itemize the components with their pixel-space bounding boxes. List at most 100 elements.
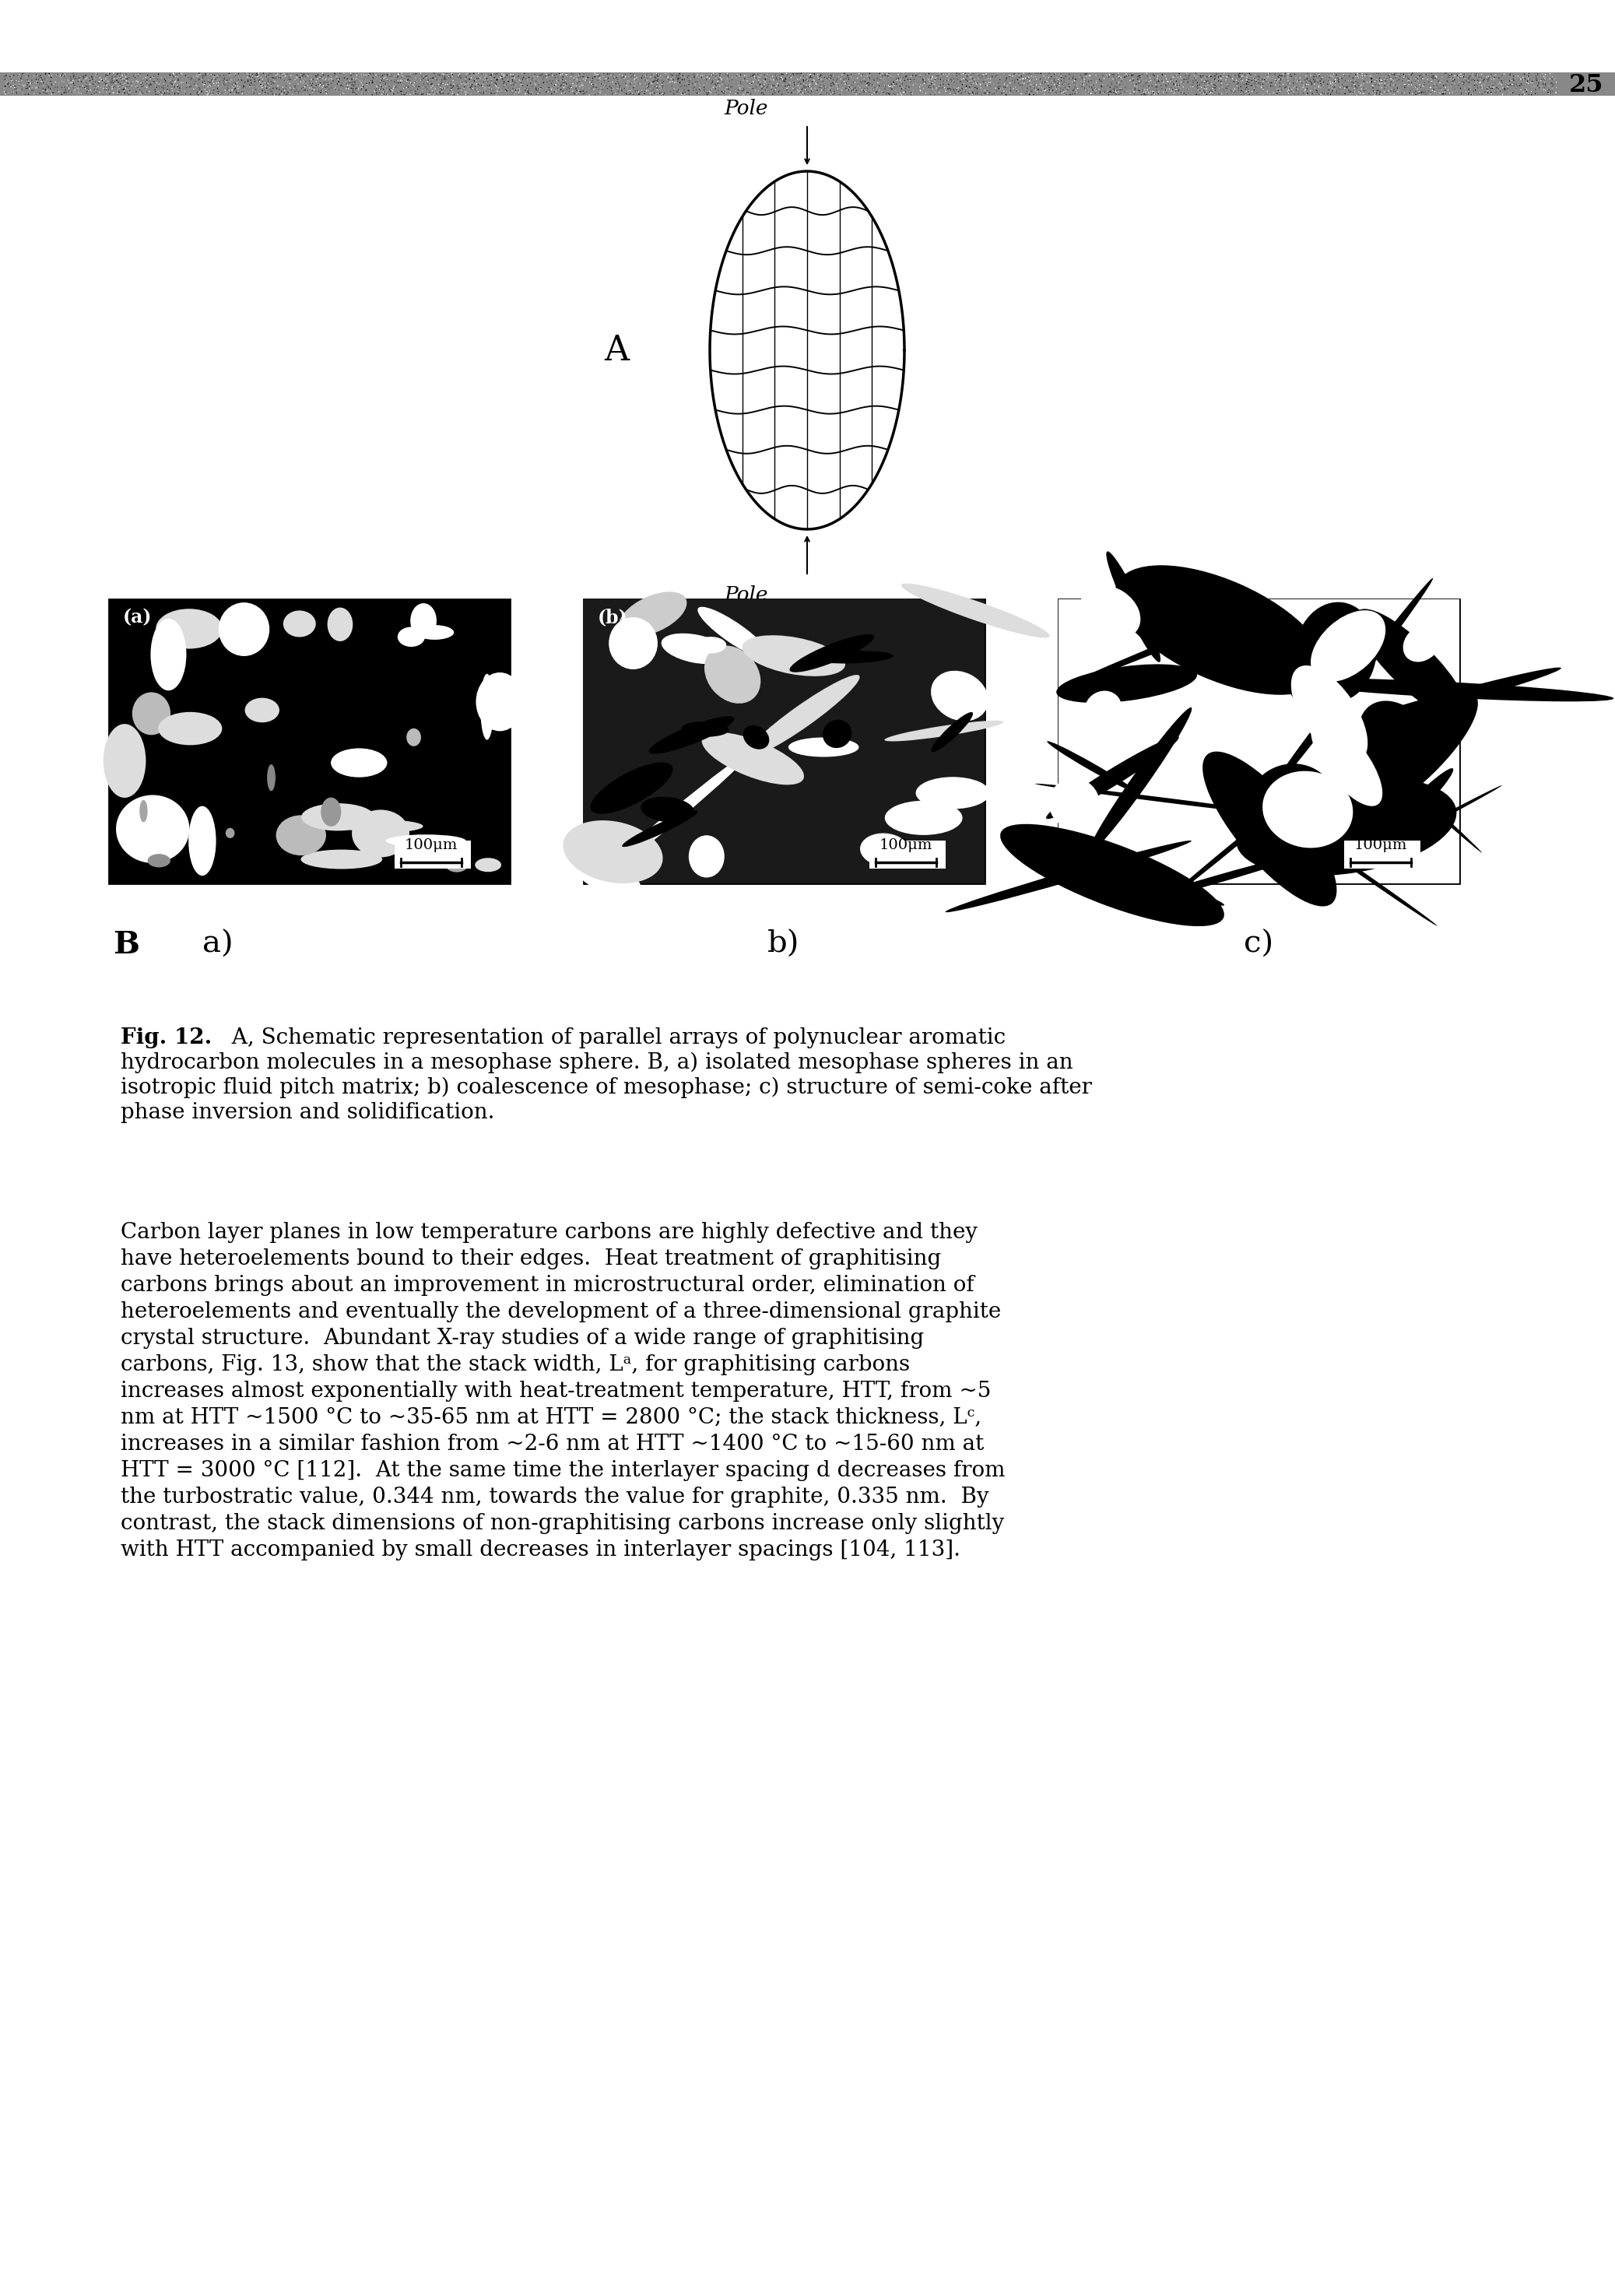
Point <box>1032 71 1058 108</box>
Point <box>45 73 71 110</box>
Point <box>1053 76 1079 113</box>
Point <box>559 55 585 92</box>
Point <box>192 67 218 103</box>
Ellipse shape <box>1047 742 1135 792</box>
Point <box>239 71 265 108</box>
Point <box>1381 67 1407 103</box>
Point <box>1163 62 1189 99</box>
Point <box>665 71 691 108</box>
Point <box>488 57 514 94</box>
Point <box>470 55 496 92</box>
Point <box>1295 55 1321 92</box>
Point <box>349 55 375 92</box>
Point <box>0 73 26 110</box>
Point <box>404 69 430 106</box>
Point <box>979 57 1005 94</box>
Point <box>10 71 36 108</box>
Point <box>136 73 162 110</box>
Point <box>0 73 18 110</box>
Point <box>837 62 862 99</box>
Point <box>578 67 604 103</box>
Point <box>787 71 812 108</box>
Point <box>1520 69 1546 106</box>
Point <box>216 64 242 101</box>
Point <box>1474 73 1500 110</box>
Point <box>1097 69 1122 106</box>
Point <box>1043 67 1069 103</box>
Point <box>522 64 547 101</box>
Point <box>413 57 439 94</box>
Point <box>184 69 210 106</box>
Point <box>0 62 24 99</box>
Point <box>1011 60 1037 96</box>
Point <box>664 71 690 108</box>
Point <box>633 64 659 101</box>
Point <box>357 71 383 108</box>
Point <box>488 60 514 96</box>
Point <box>292 60 318 96</box>
Point <box>1027 71 1053 108</box>
Point <box>995 67 1021 103</box>
Point <box>1158 62 1184 99</box>
Point <box>446 60 472 96</box>
Point <box>795 69 820 106</box>
Point <box>321 55 347 92</box>
Point <box>1536 76 1562 113</box>
Point <box>16 73 42 110</box>
Point <box>633 57 659 94</box>
Point <box>811 57 837 94</box>
Point <box>441 67 467 103</box>
Point <box>103 55 129 92</box>
Point <box>1370 62 1395 99</box>
Point <box>216 55 242 92</box>
Point <box>1305 57 1331 94</box>
Point <box>510 67 536 103</box>
Point <box>1027 64 1053 101</box>
Point <box>609 60 635 96</box>
Point <box>283 62 308 99</box>
Point <box>822 69 848 106</box>
Point <box>60 60 86 96</box>
Point <box>386 73 412 110</box>
Point <box>577 76 602 113</box>
Point <box>111 60 137 96</box>
Point <box>838 55 864 92</box>
Point <box>701 69 727 106</box>
Point <box>359 60 384 96</box>
Point <box>543 73 568 110</box>
Point <box>951 76 977 113</box>
Point <box>769 55 795 92</box>
Point <box>475 67 501 103</box>
Point <box>715 64 741 101</box>
Point <box>39 57 65 94</box>
Point <box>1047 71 1072 108</box>
Point <box>237 55 263 92</box>
Point <box>893 67 919 103</box>
Point <box>677 67 703 103</box>
Point <box>304 60 329 96</box>
Point <box>1457 71 1483 108</box>
Point <box>158 64 184 101</box>
Point <box>325 60 350 96</box>
Point <box>37 55 63 92</box>
Point <box>1371 62 1397 99</box>
Point <box>849 55 875 92</box>
Point <box>132 73 158 110</box>
Point <box>39 67 65 103</box>
Point <box>425 55 451 92</box>
Point <box>1076 57 1101 94</box>
Point <box>917 60 943 96</box>
Point <box>0 57 19 94</box>
Point <box>1017 62 1043 99</box>
Point <box>509 67 535 103</box>
Point <box>287 55 313 92</box>
Point <box>166 69 192 106</box>
Point <box>396 57 422 94</box>
Point <box>1399 76 1424 113</box>
Point <box>706 67 732 103</box>
Point <box>389 62 415 99</box>
Point <box>223 57 249 94</box>
Point <box>1476 76 1502 113</box>
Point <box>1126 62 1151 99</box>
Point <box>1371 57 1397 94</box>
